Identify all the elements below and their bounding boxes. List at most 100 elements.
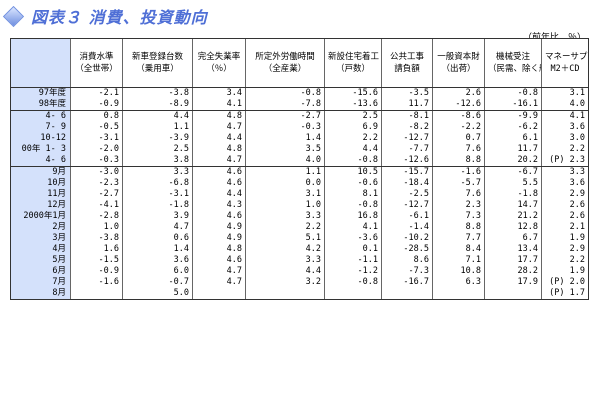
table-cell: 6.1 [484, 133, 542, 144]
table-row: 11月 -2.7 -3.1 4.4 3.1 8.1 -2.5 7.6 -1.8 2.9 [10, 189, 589, 200]
table-cell: 4.7 [192, 266, 246, 277]
column-header-sub: （乗用車） [136, 64, 179, 74]
row-label: 10月 [10, 178, 71, 189]
table-cell: 7.3 [432, 211, 485, 222]
table-cell: 1.9 [541, 266, 589, 277]
table-cell: -12.6 [381, 155, 433, 167]
table-cell: -7.7 [381, 144, 433, 155]
table-cell [484, 288, 542, 300]
table-row: 7- 9 -0.5 1.1 4.7 -0.3 6.9 -8.2 -2.2 -6.2 3.6 [10, 122, 589, 133]
table-cell: -9.9 [484, 110, 542, 122]
table-cell: 13.4 [484, 244, 542, 255]
table-cell: -0.9 [70, 99, 123, 111]
column-header-name: 一般資本財 [437, 52, 480, 62]
table-cell: 8.8 [432, 222, 485, 233]
table-cell: 3.9 [122, 211, 193, 222]
table-cell: 12.8 [484, 222, 542, 233]
table-cell: 4.9 [192, 222, 246, 233]
column-header: 消費水準 （全世帯） [70, 38, 123, 88]
table-cell: 11.7 [381, 99, 433, 111]
table-cell: 4.6 [192, 255, 246, 266]
table-cell: 1.6 [70, 244, 123, 255]
table-cell: 3.1 [541, 87, 589, 99]
table-cell: 2.5 [122, 144, 193, 155]
table-cell: 4.0 [245, 155, 325, 167]
table-cell: -13.6 [324, 99, 382, 111]
table-cell: -0.3 [245, 122, 325, 133]
table-row: 2月 1.0 4.7 4.9 2.2 4.1 -1.4 8.8 12.8 2.1 [10, 222, 589, 233]
table-cell: 4.3 [192, 200, 246, 211]
data-table: 消費水準 （全世帯） 新車登録台数 （乗用車） 完全失業率 （％） 所定外労働時間 （全産業）… [10, 38, 589, 300]
table-cell: -2.1 [70, 87, 123, 99]
table-cell: 2.6 [432, 87, 485, 99]
table-cell: 20.2 [484, 155, 542, 167]
table-cell: 8.4 [432, 244, 485, 255]
table-cell: 4.1 [192, 99, 246, 111]
table-cell: 3.0 [541, 133, 589, 144]
table-cell: 10.8 [432, 266, 485, 277]
table-cell: 2.3 [432, 200, 485, 211]
table-row: 10月 -2.3 -6.8 4.6 0.0 -0.6 -18.4 -5.7 5.5 3.6 [10, 178, 589, 189]
table-cell: -2.2 [432, 122, 485, 133]
table-cell [192, 288, 246, 300]
table-cell: 1.1 [245, 166, 325, 178]
table-cell: 3.2 [245, 277, 325, 288]
table-cell: -7.3 [381, 266, 433, 277]
table-cell: -3.8 [122, 87, 193, 99]
table-cell: -12.7 [381, 133, 433, 144]
row-label: 2000年1月 [10, 211, 71, 222]
table-cell: 2.9 [541, 189, 589, 200]
row-label: 2月 [10, 222, 71, 233]
table-cell [432, 288, 485, 300]
table-cell: 11.7 [484, 144, 542, 155]
table-cell: 5.1 [245, 233, 325, 244]
table-cell: 4.6 [192, 211, 246, 222]
row-label: 97年度 [10, 87, 71, 99]
table-cell: -15.6 [324, 87, 382, 99]
table-cell: -18.4 [381, 178, 433, 189]
table-row: 12月 -4.1 -1.8 4.3 1.0 -0.8 -12.7 2.3 14.7 2.6 [10, 200, 589, 211]
page-title: 図表３ 消費、投資動向 [31, 8, 208, 27]
column-header-sub: （％） [206, 64, 232, 74]
table-cell: -2.7 [70, 189, 123, 200]
table-cell: -0.8 [324, 277, 382, 288]
table-cell: -0.8 [245, 87, 325, 99]
table-row: 97年度 -2.1 -3.8 3.4 -0.8 -15.6 -3.5 2.6 -0.8 3.1 [10, 87, 589, 99]
table-cell: 6.7 [484, 233, 542, 244]
table-cell: -0.9 [70, 266, 123, 277]
table-cell: -1.6 [70, 277, 123, 288]
table-cell: -0.8 [324, 200, 382, 211]
table-cell: -2.0 [70, 144, 123, 155]
table-cell: -1.8 [484, 189, 542, 200]
table-cell: -6.8 [122, 178, 193, 189]
table-cell: 2.1 [541, 222, 589, 233]
table-row: 9月 -3.0 3.3 4.6 1.1 10.5 -15.7 -1.6 -6.7 3.3 [10, 166, 589, 178]
table-row: 8月 5.0 (P) 1.7 [10, 288, 589, 300]
column-header-name: 完全失業率 [197, 52, 241, 62]
table-cell: 2.2 [541, 255, 589, 266]
table-cell: 0.7 [432, 133, 485, 144]
table-cell: 4.6 [192, 166, 246, 178]
table-cell: 0.1 [324, 244, 382, 255]
table-cell [70, 288, 123, 300]
table-cell: 4.7 [192, 155, 246, 167]
table-cell: -2.8 [70, 211, 123, 222]
table-cell: -0.5 [70, 122, 123, 133]
table-cell: 2.5 [324, 110, 382, 122]
table-cell: 3.8 [122, 155, 193, 167]
table-cell: 1.4 [122, 244, 193, 255]
row-label: 7月 [10, 277, 71, 288]
table-cell: 8.6 [381, 255, 433, 266]
table-cell: 28.2 [484, 266, 542, 277]
table-cell: -3.5 [381, 87, 433, 99]
table-cell [381, 288, 433, 300]
column-header: 完全失業率 （％） [192, 38, 246, 88]
table-cell: 4.7 [192, 277, 246, 288]
column-header-sub: （全世帯） [75, 64, 118, 74]
row-label: 9月 [10, 166, 71, 178]
column-header-sub: M2＋CD [550, 64, 580, 74]
table-cell [245, 288, 325, 300]
table-cell: 6.0 [122, 266, 193, 277]
table-row: 10-12 -3.1 -3.9 4.4 1.4 2.2 -12.7 0.7 6.1 3.0 [10, 133, 589, 144]
table-cell: 1.0 [70, 222, 123, 233]
